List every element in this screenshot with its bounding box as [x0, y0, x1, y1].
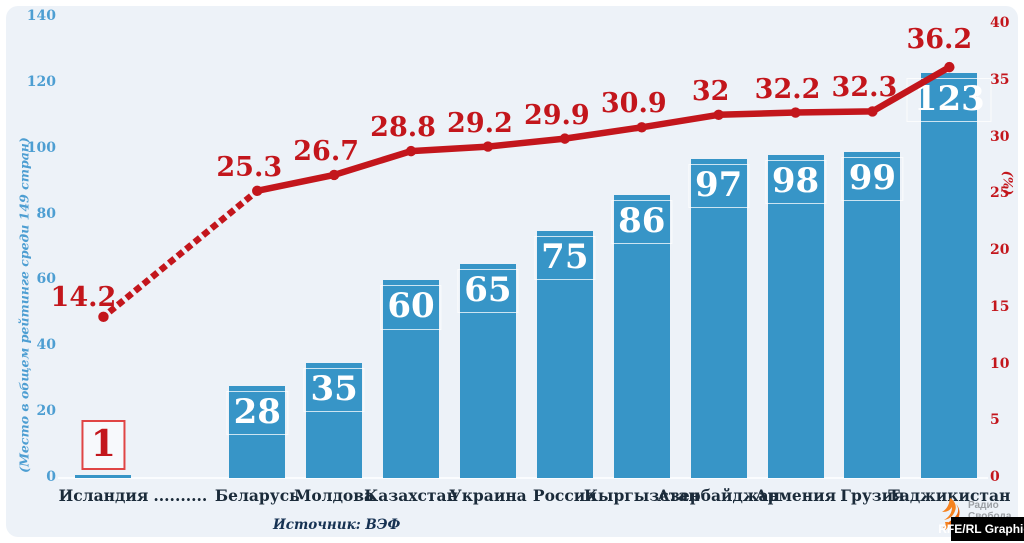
bar-value-box: 60: [380, 285, 442, 330]
bar: 99: [841, 152, 904, 478]
bar-value-box: 98: [764, 160, 827, 205]
category-label: Азербайджан: [657, 486, 780, 505]
right-tick-label: 20: [990, 242, 1010, 258]
right-tick-label: 40: [990, 15, 1010, 31]
bar-value-box: 28: [226, 390, 288, 435]
category-label: Россия: [532, 486, 597, 505]
bar-value-box: 123: [906, 77, 992, 123]
right-tick-label: 30: [990, 128, 1010, 145]
category-label: Таджикистан: [888, 486, 1011, 505]
source-label: Источник: ВЭФ: [273, 517, 401, 533]
line-value-label: 26.7: [293, 135, 360, 167]
bar-value-box: 75: [534, 236, 596, 281]
left-tick-label: 0: [46, 469, 56, 485]
line-value-label: 36.2: [906, 24, 973, 56]
right-tick-label: 25: [990, 185, 1010, 202]
left-axis-title: (Место в общем рейтинге среди 149 стран): [16, 137, 32, 473]
bar: 123: [906, 72, 992, 478]
bar: 35: [303, 362, 365, 478]
bar: 75: [534, 231, 596, 478]
bar: 65: [457, 263, 519, 478]
line-value-label: 28.8: [370, 112, 436, 144]
category-label: Грузия: [840, 486, 905, 505]
left-tick-label: 20: [36, 403, 56, 420]
line-value-label: 30.9: [600, 88, 667, 120]
bar-value-box: 86: [611, 199, 673, 244]
bar-value-box: 97: [687, 163, 750, 208]
line-value-label: 29.9: [523, 99, 590, 131]
category-label: ..........: [153, 486, 208, 505]
x-axis-baseline: [58, 477, 988, 479]
line-value-label: 29.2: [447, 107, 513, 139]
line-value-label: 32: [691, 75, 730, 107]
graphics-credit-badge: RFE/RL Graphics: [938, 517, 1024, 541]
category-label: Беларусь: [214, 486, 300, 505]
bar: 98: [764, 155, 827, 478]
right-tick-label: 15: [990, 298, 1010, 315]
bar-value-box: 99: [841, 157, 904, 202]
right-tick-label: 5: [990, 412, 1000, 429]
left-tick-label: 80: [36, 205, 56, 222]
category-label: Молдова: [294, 486, 375, 505]
logo-text-line1: Радио: [968, 500, 999, 511]
line-value-label: 14.2: [50, 281, 117, 313]
line-value-label: 25.3: [216, 151, 283, 183]
category-label: Исландия: [58, 486, 149, 505]
left-tick-label: 40: [36, 337, 56, 354]
highlight-rank-box: 1: [81, 419, 125, 470]
category-label: Украина: [449, 486, 527, 505]
bar: [75, 474, 132, 478]
category-label: Армения: [755, 486, 837, 505]
category-label: Кыргызстан: [583, 486, 700, 505]
logo-text-line2: Свобода: [968, 511, 1011, 522]
bar-value-box: 35: [303, 367, 365, 412]
bar: 28: [226, 385, 288, 478]
right-tick-label: 10: [990, 355, 1010, 372]
line-value-label: 32.2: [754, 73, 821, 105]
line-value-label: 32.3: [831, 72, 898, 104]
right-axis-title: (%): [999, 170, 1015, 196]
bar: 60: [380, 280, 442, 478]
right-tick-label: 0: [990, 469, 1000, 485]
bar-value-box: 65: [457, 268, 519, 314]
right-tick-label: 35: [990, 71, 1010, 88]
left-tick-label: 120: [26, 73, 56, 90]
left-tick-label: 100: [26, 139, 56, 156]
left-tick-label: 140: [26, 8, 56, 24]
category-label: Казахстан: [364, 486, 458, 505]
bar: 86: [611, 194, 673, 478]
left-tick-label: 60: [36, 271, 56, 288]
bar: 97: [687, 158, 750, 478]
